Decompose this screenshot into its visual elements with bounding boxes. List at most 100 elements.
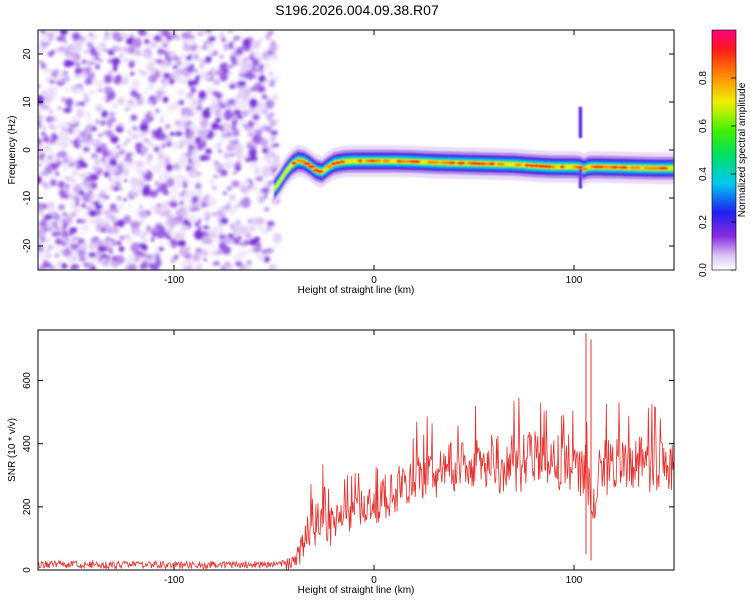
- noise-speckle: [63, 86, 70, 92]
- noise-speckle: [139, 263, 148, 270]
- noise-speckle: [185, 180, 192, 186]
- noise-speckle: [141, 146, 149, 154]
- noise-speckle: [129, 99, 133, 102]
- noise-speckle: [62, 128, 67, 131]
- noise-speckle: [255, 175, 264, 182]
- noise-speckle: [55, 245, 61, 249]
- ridge-core: [546, 165, 553, 169]
- noise-speckle: [40, 132, 46, 136]
- noise-speckle: [85, 206, 93, 211]
- noise-speckle: [116, 240, 122, 246]
- noise-speckle: [145, 157, 154, 162]
- noise-speckle: [158, 246, 164, 252]
- y-tick-label: 10: [22, 96, 33, 108]
- noise-speckle: [229, 56, 236, 61]
- noise-speckle: [43, 66, 51, 74]
- noise-speckle: [182, 193, 191, 201]
- noise-speckle: [208, 36, 216, 42]
- noise-speckle: [233, 36, 239, 41]
- noise-speckle: [71, 32, 81, 41]
- noise-speckle: [130, 221, 135, 226]
- noise-speckle: [95, 42, 104, 53]
- noise-speckle: [241, 197, 251, 208]
- noise-speckle: [45, 214, 49, 218]
- noise-speckle: [233, 224, 242, 235]
- noise-speckle: [45, 248, 50, 253]
- noise-speckle: [140, 235, 146, 240]
- spectrogram-x-label: Height of straight line (km): [298, 285, 415, 296]
- noise-speckle: [191, 161, 198, 166]
- noise-speckle: [177, 88, 185, 96]
- noise-speckle: [202, 128, 210, 136]
- noise-speckle: [151, 135, 156, 139]
- noise-speckle: [136, 178, 146, 185]
- noise-speckle: [48, 265, 54, 270]
- noise-speckle: [266, 113, 273, 121]
- noise-speckle: [130, 242, 140, 253]
- noise-speckle: [163, 90, 168, 96]
- y-tick-label: 600: [22, 372, 33, 389]
- noise-speckle: [262, 147, 269, 154]
- noise-speckle: [102, 149, 110, 158]
- noise-speckle: [145, 63, 154, 70]
- noise-speckle: [223, 152, 230, 159]
- noise-speckle: [235, 261, 243, 267]
- noise-speckle: [175, 209, 184, 217]
- noise-speckle: [111, 217, 115, 220]
- noise-speckle: [138, 209, 148, 219]
- noise-speckle: [272, 94, 278, 101]
- noise-speckle: [253, 122, 258, 126]
- noise-speckle: [74, 161, 80, 165]
- noise-speckle: [181, 193, 185, 196]
- noise-speckle: [250, 87, 256, 92]
- noise-speckle: [227, 64, 234, 69]
- noise-speckle: [48, 139, 56, 145]
- noise-speckle: [213, 132, 218, 137]
- noise-speckle: [225, 263, 233, 270]
- noise-speckle: [191, 195, 199, 203]
- noise-speckle: [104, 158, 110, 162]
- noise-speckle: [138, 69, 142, 73]
- noise-speckle: [217, 143, 222, 147]
- noise-speckle: [118, 54, 123, 58]
- noise-speckle: [149, 41, 158, 49]
- noise-speckle: [89, 218, 95, 226]
- noise-speckle: [70, 174, 76, 180]
- noise-speckle: [237, 124, 241, 128]
- noise-speckle: [132, 126, 137, 130]
- noise-speckle: [198, 90, 207, 100]
- noise-speckle: [117, 219, 125, 228]
- noise-speckle: [267, 186, 272, 191]
- noise-speckle: [192, 109, 196, 114]
- noise-speckle: [127, 45, 136, 55]
- colorbar-label: Normalized spectral amplitude: [737, 82, 748, 217]
- noise-speckle: [256, 253, 262, 257]
- noise-speckle: [38, 163, 42, 167]
- noise-speckle: [189, 103, 197, 109]
- noise-speckle: [56, 231, 61, 237]
- noise-speckle: [83, 92, 88, 95]
- ridge-core: [331, 162, 336, 166]
- ridge-core: [291, 161, 297, 165]
- noise-speckle: [127, 263, 137, 270]
- noise-speckle: [116, 145, 121, 149]
- noise-speckle: [76, 218, 81, 224]
- noise-speckle: [93, 142, 99, 147]
- noise-speckle: [74, 171, 80, 177]
- noise-speckle: [128, 61, 135, 69]
- noise-speckle: [265, 99, 275, 109]
- noise-speckle: [205, 30, 212, 33]
- noise-speckle: [226, 186, 233, 191]
- colorbar-gradient: [711, 29, 737, 271]
- noise-speckle: [38, 175, 42, 184]
- noise-speckle: [129, 86, 134, 91]
- noise-speckle: [232, 43, 237, 48]
- noise-speckle: [161, 30, 170, 37]
- noise-speckle: [178, 155, 188, 167]
- noise-speckle: [170, 258, 176, 264]
- noise-speckle: [168, 78, 175, 85]
- noise-speckle: [247, 132, 254, 138]
- noise-speckle: [44, 77, 51, 84]
- ridge-core: [413, 160, 421, 164]
- noise-speckle: [261, 169, 271, 178]
